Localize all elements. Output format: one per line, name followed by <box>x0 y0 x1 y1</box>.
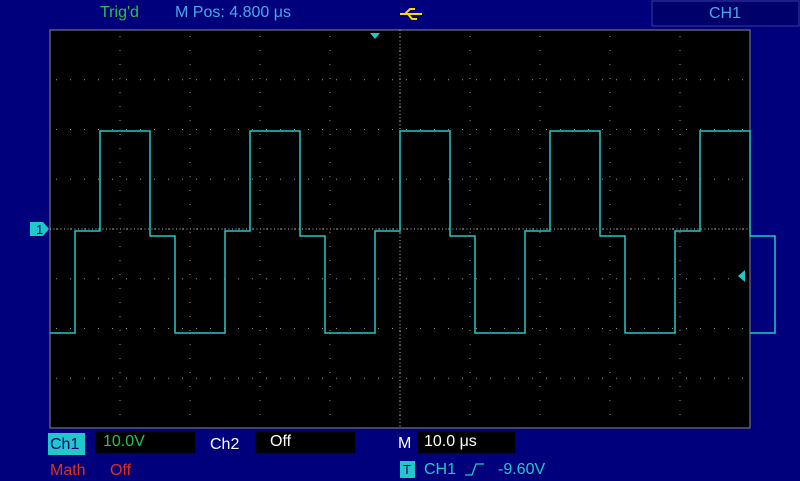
timebase: 10.0 μs <box>424 433 477 450</box>
waveform <box>50 130 776 334</box>
math-label: Math <box>50 462 86 479</box>
timebase-box <box>418 432 515 453</box>
ch1-scale: 10.0V <box>103 433 145 450</box>
ch1-ground-marker <box>30 222 49 236</box>
channel-indicator: CH1 <box>709 5 742 22</box>
horizontal-position: M Pos: 4.800 μs <box>175 4 291 21</box>
trigger-source: CH1 <box>424 461 457 478</box>
ch2-state: Off <box>270 433 292 450</box>
ch2-state-box <box>255 432 355 453</box>
channel-box <box>651 0 800 27</box>
trigger-status: Trig'd <box>100 4 139 21</box>
ch1-label: Ch1 <box>50 436 80 453</box>
ch1-scale-box <box>95 432 195 453</box>
timebase-label: M <box>398 435 412 452</box>
math-state: Off <box>110 462 132 479</box>
trigger-position-marker <box>370 33 380 39</box>
ch2-label: Ch2 <box>210 436 240 453</box>
usb-icon <box>400 8 422 20</box>
trigger-level: -9.60V <box>498 461 546 478</box>
ch1-label-box <box>48 433 85 455</box>
trigger-icon-box <box>400 461 415 478</box>
ch1-marker-label: 1 <box>36 222 43 237</box>
trigger-icon: T <box>403 462 411 477</box>
trigger-level-marker <box>738 270 745 282</box>
